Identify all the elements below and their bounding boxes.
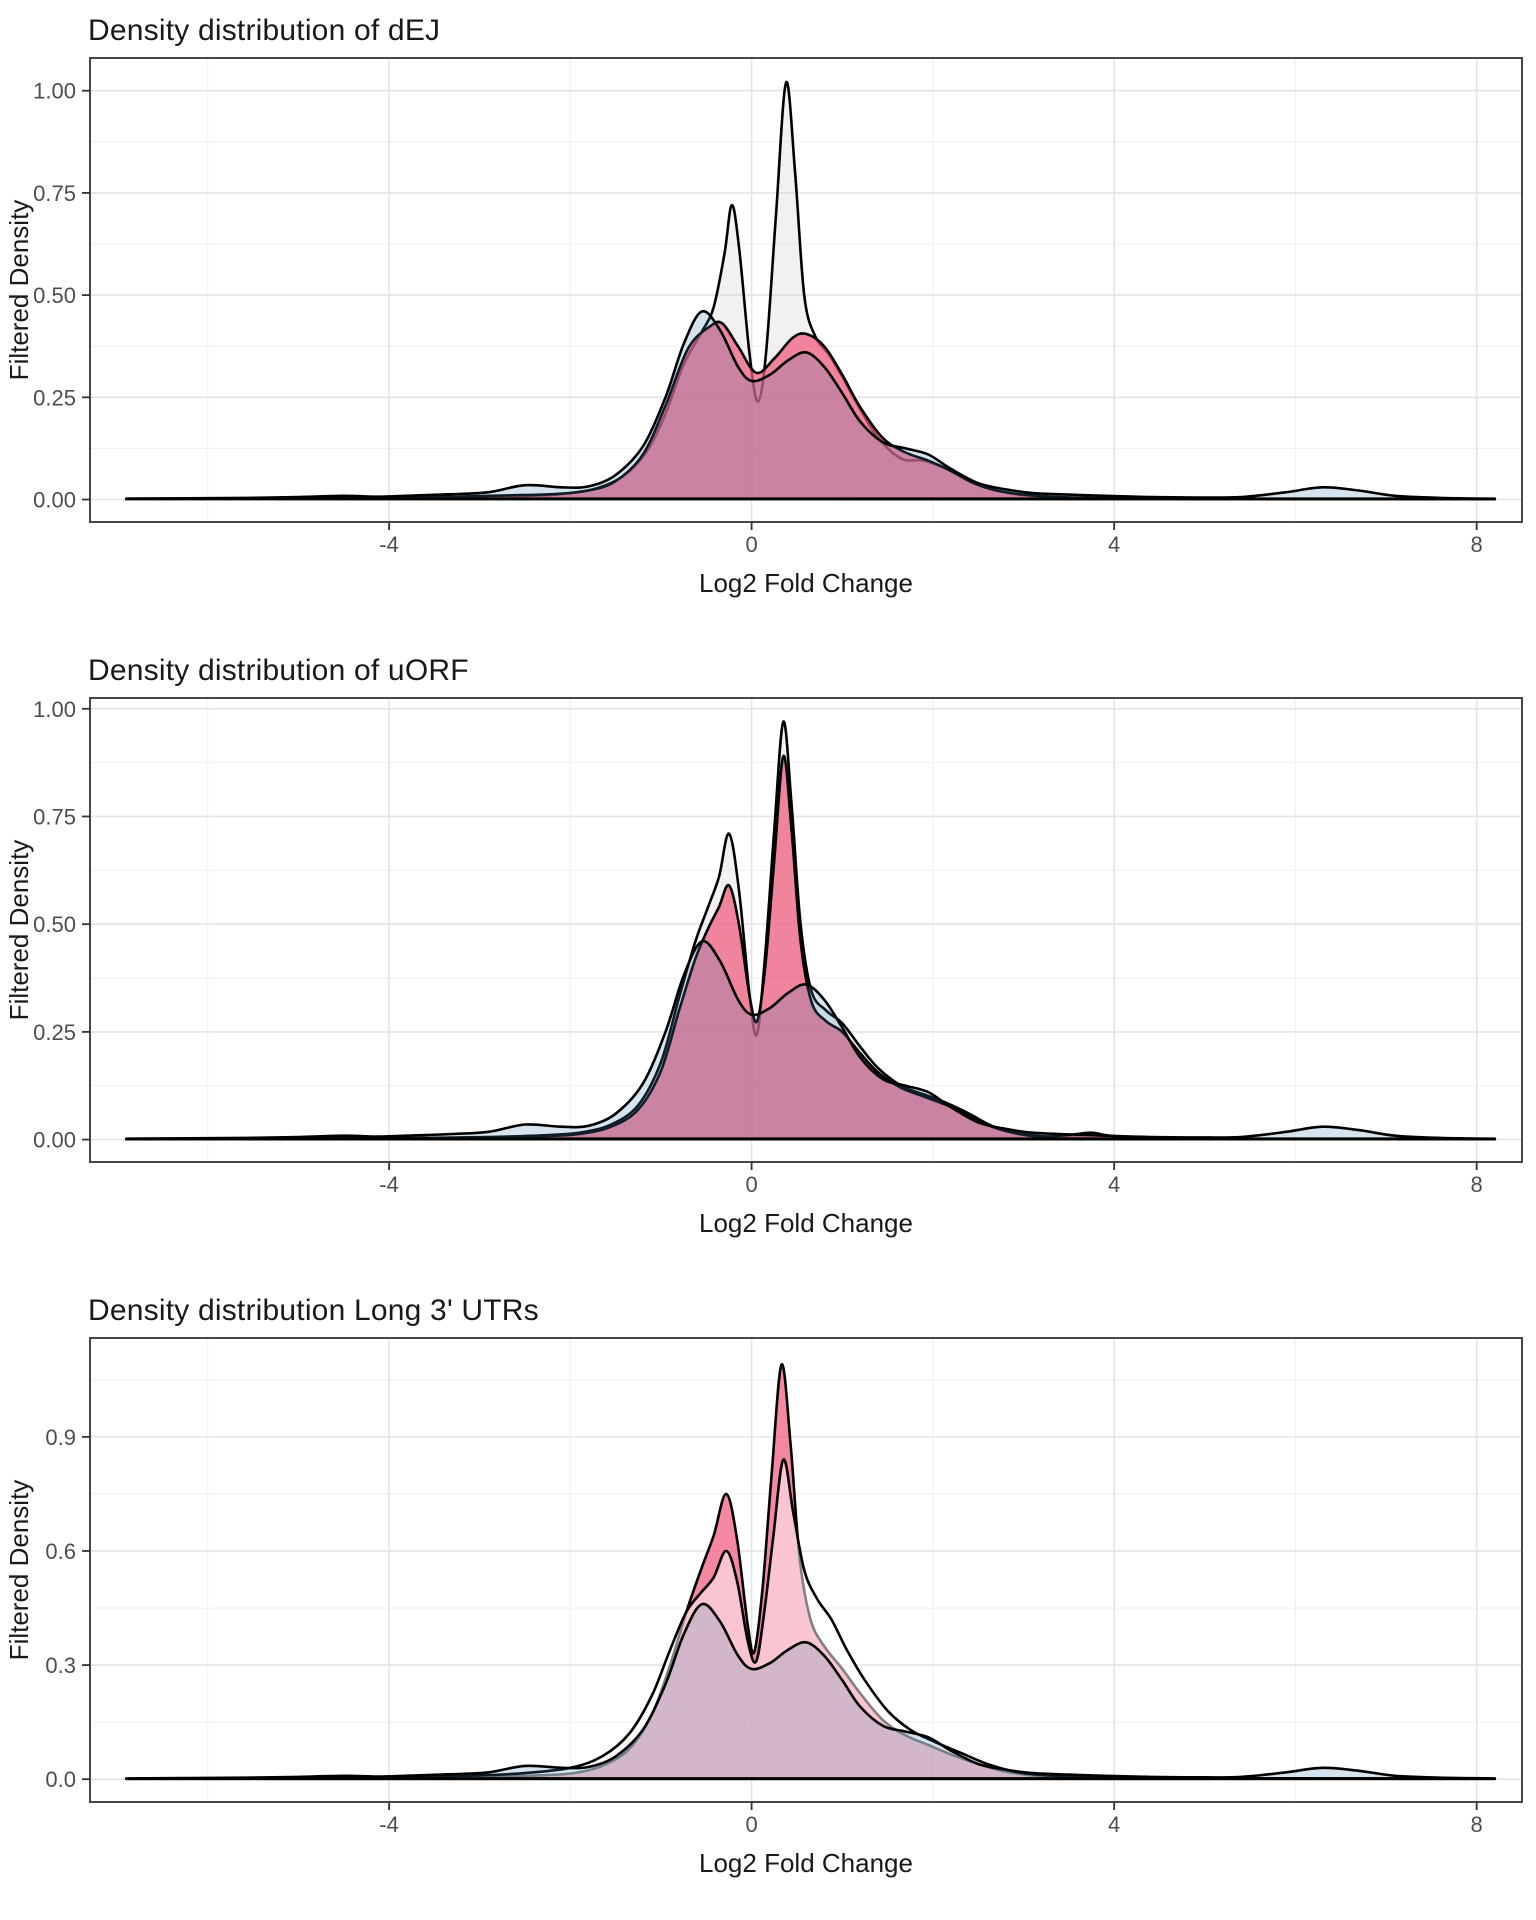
plot-panel: -4 0 4 8 0.00 0.25 0.50 0.75 1.00 [33,57,1523,557]
density-plot-svg: -4 0 4 8 0.00 0.25 0.50 0.75 1.00 Filtered Densi… [4,697,1523,1238]
y-axis-title: Filtered Density [4,200,34,381]
plot-panel: -4 0 4 8 0.00 0.25 0.50 0.75 1.00 [33,697,1523,1197]
y-axis-title: Filtered Density [4,1480,34,1661]
panel-border [89,697,1523,1163]
y-tick-label: 0.6 [45,1539,76,1564]
blue-density-area [125,939,1497,1140]
x-tick-label: 8 [1471,532,1483,557]
y-tick-label: 0.50 [33,283,76,308]
y-tick-label: 0.3 [45,1653,76,1678]
panel-border [89,1337,1523,1803]
x-tick-label: 0 [745,1172,757,1197]
chart-section-long-3-utrs: Density distribution Long 3' UTRs -4 0 4 8 0… [0,1280,1536,1920]
y-tick-label: 0.75 [33,804,76,829]
chart-section-uorf: Density distribution of uORF -4 0 4 8 0.00 0.… [0,640,1536,1280]
plot-panel: -4 0 4 8 0.0 0.3 0.6 0.9 [45,1337,1523,1837]
y-axis-title: Filtered Density [4,840,34,1021]
y-tick-label: 0.75 [33,181,76,206]
x-axis-title: Log2 Fold Change [699,568,913,598]
x-tick-label: 0 [745,1812,757,1837]
x-axis-title: Log2 Fold Change [699,1208,913,1238]
x-tick-label: 8 [1471,1812,1483,1837]
x-tick-label: 0 [745,532,757,557]
y-tick-label: 0.00 [33,1128,76,1153]
density-plot-svg: -4 0 4 8 0.00 0.25 0.50 0.75 1.00 Filtered Densi… [4,57,1523,598]
x-tick-label: 4 [1108,1812,1120,1837]
blue-density-area [125,1602,1497,1780]
panel-border [89,57,1523,523]
y-tick-label: 0.50 [33,912,76,937]
y-tick-label: 0.9 [45,1425,76,1450]
x-tick-label: -4 [379,1812,399,1837]
x-tick-label: -4 [379,532,399,557]
y-tick-label: 0.25 [33,385,76,410]
y-tick-label: 1.00 [33,79,76,104]
chart-title: Density distribution Long 3' UTRs [88,1294,539,1327]
x-tick-label: 4 [1108,1172,1120,1197]
chart-title: Density distribution of uORF [88,654,469,687]
chart-title: Density distribution of dEJ [88,14,441,47]
x-tick-label: 8 [1471,1172,1483,1197]
pink-density-area [125,320,1497,501]
x-tick-label: -4 [379,1172,399,1197]
y-tick-label: 1.00 [33,697,76,722]
density-plot-svg: -4 0 4 8 0.0 0.3 0.6 0.9 Filtered Density Log2 … [4,1337,1523,1878]
chart-section-dej: Density distribution of dEJ -4 0 4 8 0.00 0.2… [0,0,1536,640]
y-tick-label: 0.0 [45,1767,76,1792]
blue-density-area [125,309,1497,500]
x-axis-title: Log2 Fold Change [699,1848,913,1878]
y-tick-label: 0.00 [33,488,76,513]
y-tick-label: 0.25 [33,1020,76,1045]
x-tick-label: 4 [1108,532,1120,557]
